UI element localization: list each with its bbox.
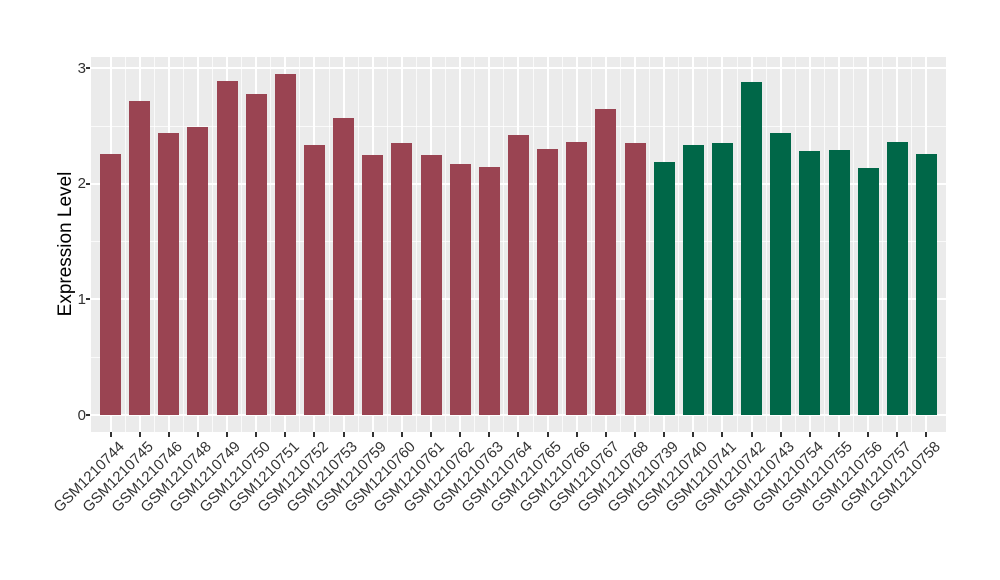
y-axis-title: Expression Level: [55, 171, 76, 317]
v-gridline-minor: [765, 57, 767, 432]
bar-GSM1210744: [100, 153, 121, 415]
x-tick-mark: [925, 432, 928, 437]
v-gridline-minor: [357, 57, 359, 432]
v-gridline-minor: [911, 57, 913, 432]
v-gridline-minor: [882, 57, 884, 432]
x-tick-mark: [867, 432, 870, 437]
x-tick-mark: [575, 432, 578, 437]
bar-GSM1210763: [478, 166, 500, 415]
v-gridline-minor: [153, 57, 155, 432]
bar-GSM1210749: [216, 80, 238, 415]
x-tick-mark: [109, 432, 112, 437]
bar-GSM1210766: [566, 142, 588, 415]
bar-GSM1210752: [303, 144, 325, 415]
x-tick-mark: [196, 432, 199, 437]
bar-GSM1210762: [449, 164, 471, 415]
x-tick-mark: [459, 432, 462, 437]
bar-GSM1210746: [158, 132, 180, 415]
bar-GSM1210765: [537, 149, 559, 415]
y-tick-label: 0: [77, 406, 86, 424]
bar-GSM1210767: [595, 108, 617, 415]
x-tick-mark: [838, 432, 840, 437]
x-tick-mark: [546, 432, 549, 437]
v-gridline-minor: [561, 57, 563, 432]
bar-GSM1210745: [129, 100, 151, 415]
x-tick-mark: [896, 432, 899, 437]
bar-GSM1210757: [886, 142, 908, 415]
v-gridline-minor: [532, 57, 534, 432]
bar-GSM1210768: [624, 143, 646, 415]
v-gridline-minor: [241, 57, 243, 432]
v-gridline-minor: [386, 57, 388, 432]
x-tick-mark: [400, 432, 403, 437]
bar-GSM1210758: [915, 153, 937, 415]
y-tick-label: 1: [77, 290, 86, 308]
v-gridline-minor: [794, 57, 796, 432]
bar-GSM1210741: [711, 143, 733, 415]
v-gridline-minor: [853, 57, 855, 432]
x-tick-mark: [226, 432, 229, 437]
x-tick-mark: [808, 432, 811, 437]
x-tick-mark: [167, 432, 170, 437]
x-tick-mark: [138, 432, 141, 437]
x-tick-mark: [721, 432, 724, 437]
plot-panel: [91, 57, 946, 432]
bar-GSM1210764: [507, 135, 529, 415]
v-gridline-minor: [182, 57, 184, 432]
x-tick-mark: [313, 432, 316, 437]
x-tick-mark: [342, 432, 345, 437]
bar-GSM1210753: [333, 117, 355, 415]
v-gridline-minor: [619, 57, 621, 432]
x-tick-mark: [663, 432, 666, 437]
bar-GSM1210761: [420, 154, 442, 415]
x-tick-mark: [430, 432, 433, 437]
v-gridline-minor: [707, 57, 709, 432]
v-gridline-minor: [503, 57, 505, 432]
x-tick-mark: [692, 432, 695, 437]
x-tick-mark: [634, 432, 637, 437]
bar-GSM1210754: [799, 151, 821, 415]
x-tick-mark: [750, 432, 753, 437]
bar-GSM1210759: [362, 154, 384, 415]
v-gridline-minor: [328, 57, 330, 432]
x-tick-mark: [517, 432, 520, 437]
v-gridline-minor: [736, 57, 738, 432]
v-gridline-minor: [270, 57, 272, 432]
x-tick-mark: [779, 432, 782, 437]
x-tick-mark: [604, 432, 607, 437]
bar-GSM1210751: [274, 74, 296, 415]
x-tick-mark: [284, 432, 287, 437]
bar-GSM1210756: [857, 167, 879, 415]
v-gridline-minor: [649, 57, 651, 432]
y-tick-mark: [86, 182, 90, 185]
bar-GSM1210755: [828, 150, 850, 415]
v-gridline-minor: [299, 57, 301, 432]
v-gridline-minor: [823, 57, 825, 432]
x-tick-mark: [371, 432, 374, 437]
bar-GSM1210760: [391, 143, 413, 415]
bar-GSM1210742: [741, 82, 763, 415]
x-tick-mark: [488, 432, 491, 437]
bar-GSM1210739: [653, 161, 675, 415]
v-gridline-minor: [678, 57, 680, 432]
bar-GSM1210748: [187, 127, 209, 415]
y-tick-label: 3: [77, 59, 86, 77]
bar-GSM1210750: [245, 93, 267, 415]
v-gridline-minor: [211, 57, 213, 432]
v-gridline-minor: [474, 57, 476, 432]
v-gridline-minor: [445, 57, 447, 432]
v-gridline-minor: [590, 57, 592, 432]
bar-GSM1210743: [770, 132, 792, 415]
v-gridline-minor: [415, 57, 417, 432]
v-gridline-minor: [124, 57, 126, 432]
y-tick-mark: [86, 67, 90, 70]
y-tick-mark: [86, 298, 90, 301]
bar-GSM1210740: [682, 144, 704, 415]
y-tick-label: 2: [77, 175, 86, 193]
x-tick-mark: [255, 432, 258, 437]
y-tick-mark: [86, 414, 90, 416]
